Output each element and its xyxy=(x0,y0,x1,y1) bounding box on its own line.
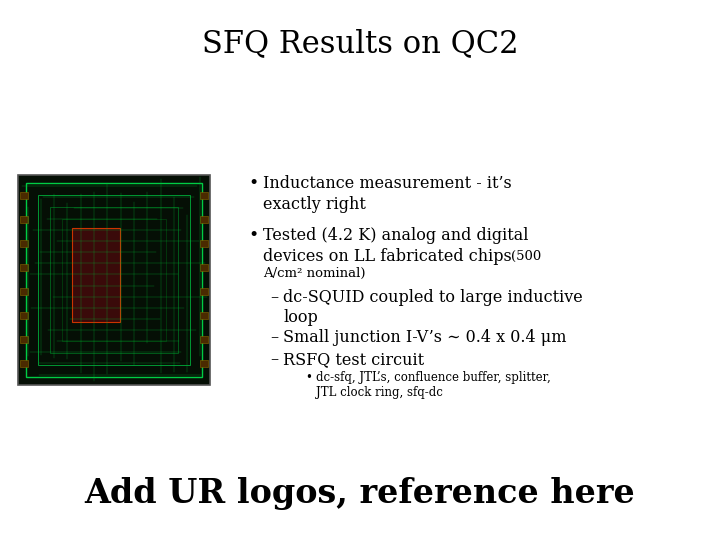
Text: Add UR logos, reference here: Add UR logos, reference here xyxy=(85,477,635,510)
FancyBboxPatch shape xyxy=(20,264,28,271)
Text: Small junction I-V’s ∼ 0.4 x 0.4 μm: Small junction I-V’s ∼ 0.4 x 0.4 μm xyxy=(283,329,567,346)
Text: •: • xyxy=(305,371,312,384)
Text: Inductance measurement - it’s: Inductance measurement - it’s xyxy=(263,175,512,192)
Text: RSFQ test circuit: RSFQ test circuit xyxy=(283,351,424,368)
FancyBboxPatch shape xyxy=(200,312,208,319)
Text: –: – xyxy=(270,289,278,306)
Text: •: • xyxy=(248,227,258,244)
FancyBboxPatch shape xyxy=(20,192,28,199)
Text: –: – xyxy=(270,351,278,368)
Text: JTL clock ring, sfq-dc: JTL clock ring, sfq-dc xyxy=(316,386,443,399)
Text: A/cm² nominal): A/cm² nominal) xyxy=(263,267,366,280)
FancyBboxPatch shape xyxy=(200,240,208,247)
FancyBboxPatch shape xyxy=(20,336,28,343)
Text: devices on LL fabricated chips: devices on LL fabricated chips xyxy=(263,248,517,265)
Text: Tested (4.2 K) analog and digital: Tested (4.2 K) analog and digital xyxy=(263,227,528,244)
FancyBboxPatch shape xyxy=(200,264,208,271)
Text: dc-sfq, JTL’s, confluence buffer, splitter,: dc-sfq, JTL’s, confluence buffer, splitt… xyxy=(316,371,551,384)
Text: –: – xyxy=(270,329,278,346)
FancyBboxPatch shape xyxy=(200,216,208,223)
FancyBboxPatch shape xyxy=(200,360,208,367)
FancyBboxPatch shape xyxy=(72,227,120,322)
Text: exactly right: exactly right xyxy=(263,196,366,213)
FancyBboxPatch shape xyxy=(20,360,28,367)
Text: (500: (500 xyxy=(511,250,541,263)
FancyBboxPatch shape xyxy=(20,216,28,223)
Text: dc-SQUID coupled to large inductive: dc-SQUID coupled to large inductive xyxy=(283,289,582,306)
FancyBboxPatch shape xyxy=(200,336,208,343)
FancyBboxPatch shape xyxy=(18,175,210,385)
FancyBboxPatch shape xyxy=(20,288,28,295)
FancyBboxPatch shape xyxy=(20,312,28,319)
FancyBboxPatch shape xyxy=(200,192,208,199)
Text: •: • xyxy=(248,175,258,192)
Text: SFQ Results on QC2: SFQ Results on QC2 xyxy=(202,28,518,59)
FancyBboxPatch shape xyxy=(20,240,28,247)
FancyBboxPatch shape xyxy=(200,288,208,295)
Text: loop: loop xyxy=(283,309,318,326)
